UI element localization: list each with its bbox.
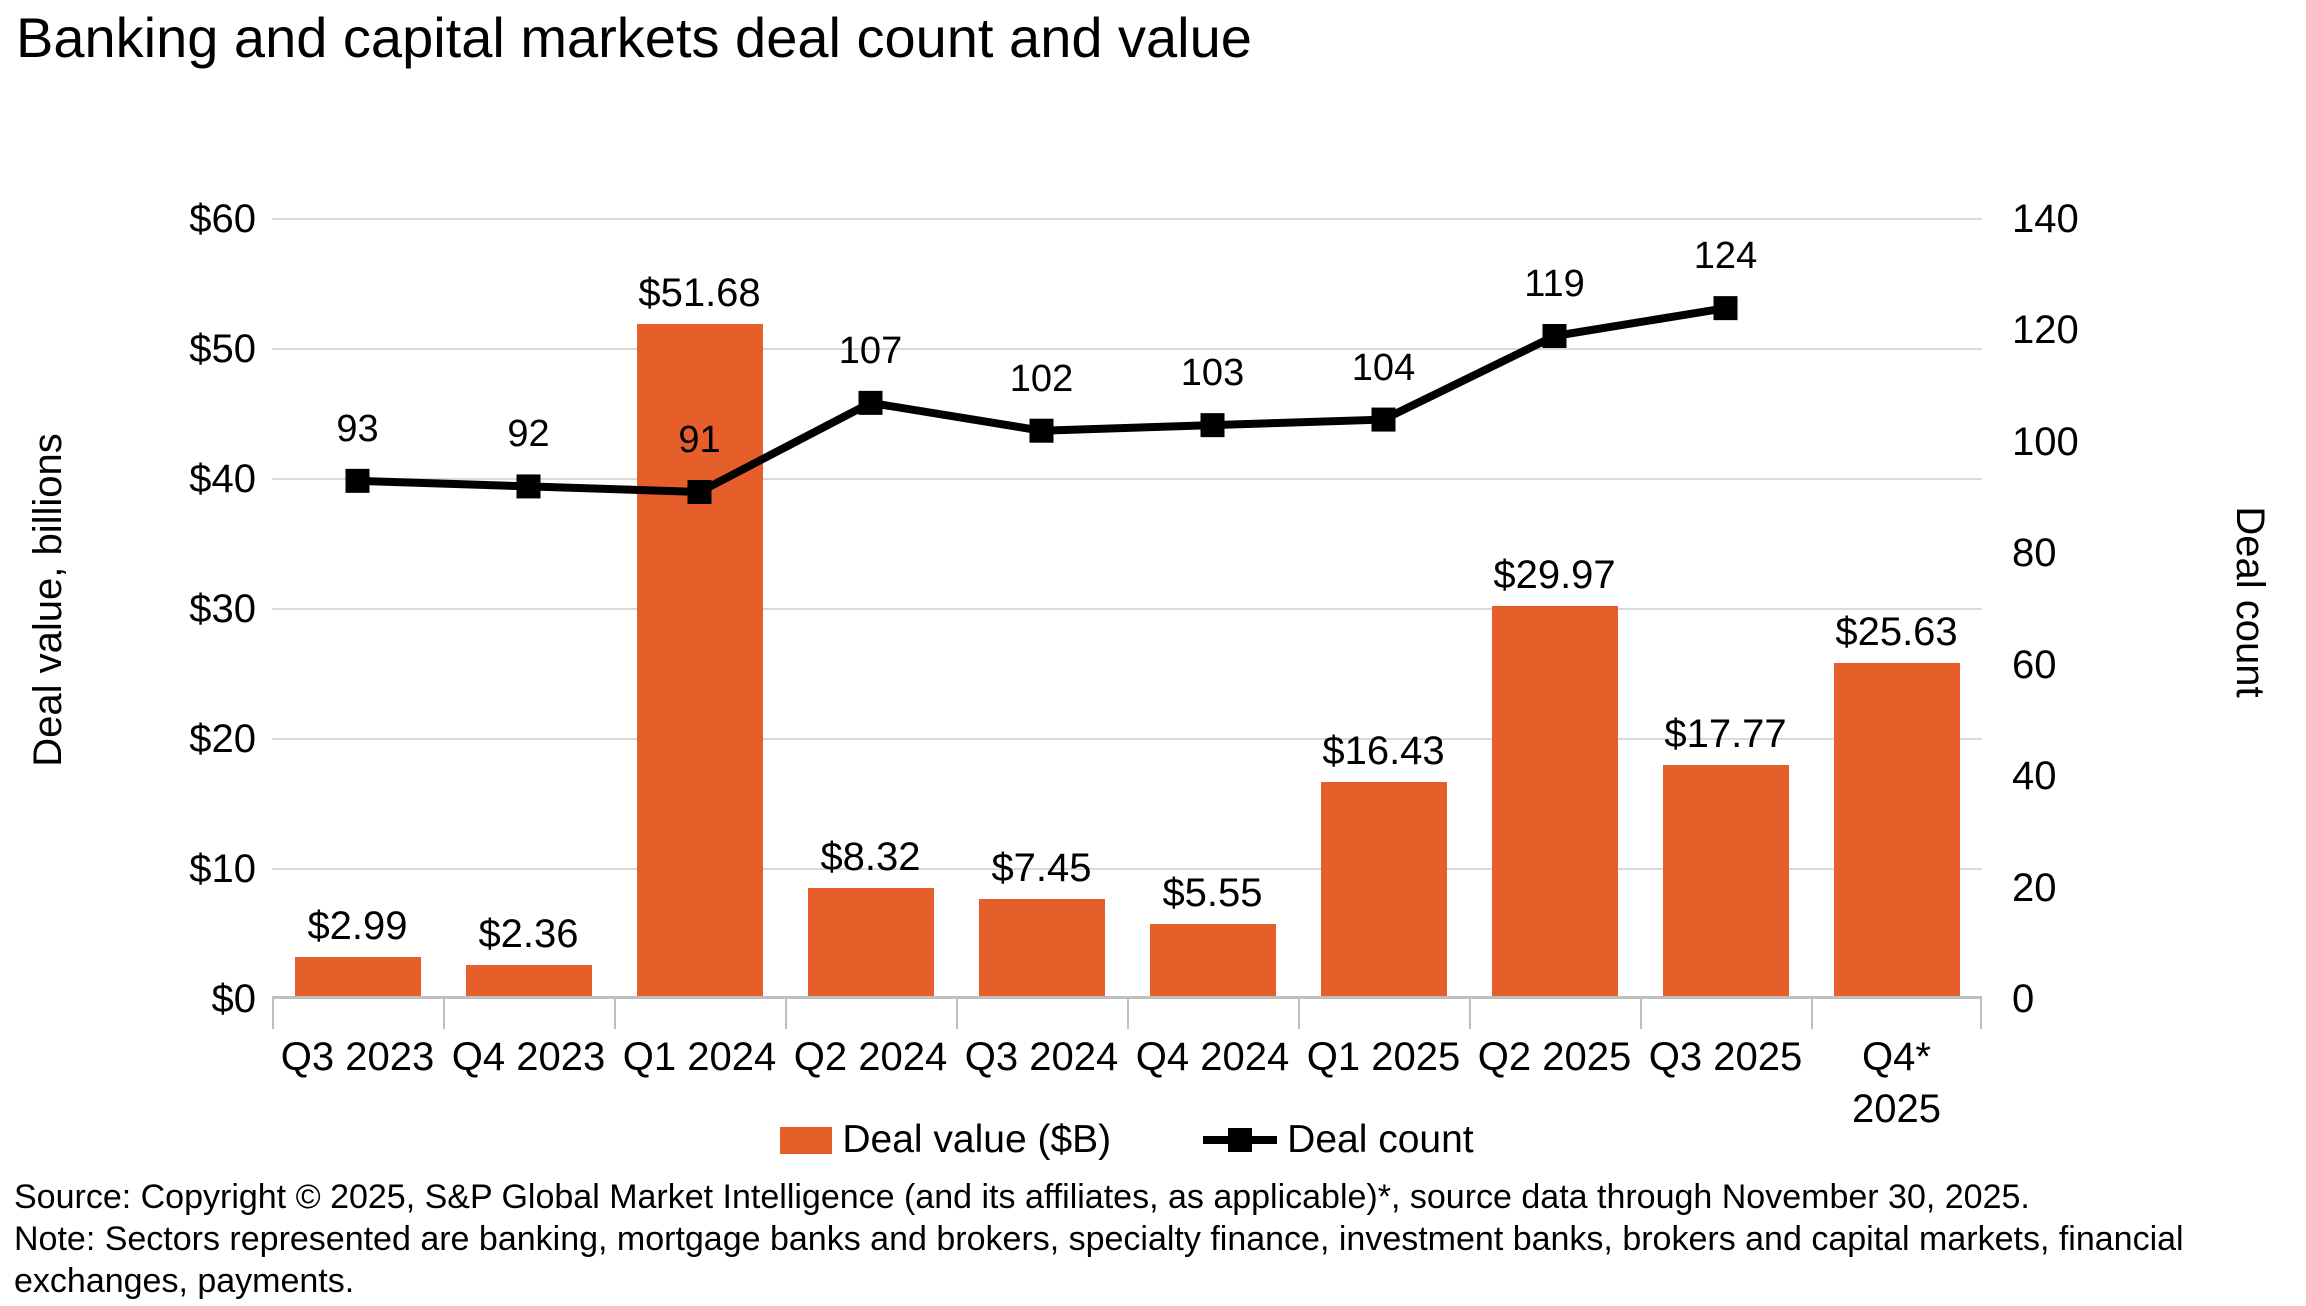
bar — [294, 957, 421, 996]
bar — [465, 965, 592, 996]
x-axis-label: Q2 2025 — [1477, 1035, 1632, 1079]
left-axis-tick-label: $10 — [189, 847, 256, 891]
bar-value-label: $5.55 — [1162, 870, 1263, 915]
x-axis-line — [272, 996, 1982, 999]
deal-count-marker — [516, 474, 541, 499]
x-axis-label: Q2 2024 — [793, 1035, 948, 1079]
deal-count-label: 104 — [1351, 346, 1416, 389]
bar — [1149, 923, 1276, 996]
deal-count-marker — [1713, 296, 1738, 321]
x-axis-label: Q3 2023 — [280, 1035, 435, 1079]
deal-count-line — [345, 296, 1738, 504]
right-axis-tick-label: 120 — [2012, 308, 2079, 353]
left-axis-tick-label: $30 — [189, 587, 256, 631]
right-axis-tick-label: 40 — [2012, 754, 2057, 799]
left-axis-tick-label: $20 — [189, 717, 256, 761]
source-text: Source: Copyright © 2025, S&P Global Mar… — [14, 1178, 2030, 1216]
deal-count-marker — [1200, 413, 1225, 438]
legend-square-marker — [1228, 1128, 1253, 1152]
right-axis-tick-label: 20 — [2012, 865, 2057, 910]
left-axis-tick-label: $50 — [189, 327, 256, 371]
bar-value-label: $16.43 — [1322, 729, 1445, 774]
deal-count-label: 92 — [507, 413, 550, 456]
legend-label-deal-count: Deal count — [1287, 1118, 1474, 1161]
bar — [636, 324, 763, 996]
bar-value-label: $17.77 — [1664, 711, 1787, 756]
deal-count-marker — [1371, 407, 1396, 432]
deal-count-marker — [345, 468, 370, 493]
bar-value-label: $51.68 — [638, 271, 761, 316]
deal-count-label: 124 — [1693, 235, 1758, 278]
gridline — [272, 478, 1982, 480]
legend-label-deal-value: Deal value ($B) — [842, 1118, 1112, 1161]
x-axis-tick — [1640, 999, 1642, 1029]
bar-value-label: $2.99 — [307, 904, 408, 949]
x-axis-label: Q1 2024 — [622, 1035, 777, 1079]
x-axis-label: Q3 2025 — [1648, 1035, 1803, 1079]
legend: Deal value ($B) Deal count — [272, 1112, 1982, 1168]
left-axis-tick-label: $40 — [189, 457, 256, 501]
x-axis-tick — [272, 999, 274, 1029]
right-axis-tick-label: 100 — [2012, 419, 2079, 464]
left-axis-tick-label: $0 — [211, 977, 257, 1021]
bar-value-label: $8.32 — [820, 834, 921, 879]
bar — [1320, 782, 1447, 996]
x-axis-label: Q3 2024 — [964, 1035, 1119, 1079]
gridline — [272, 868, 1982, 870]
x-axis-tick — [1127, 999, 1129, 1029]
bar-value-label: $25.63 — [1835, 609, 1958, 654]
right-axis-tick-label: 140 — [2012, 197, 2079, 241]
x-axis-tick — [1469, 999, 1471, 1029]
bar-value-label: $2.36 — [478, 912, 579, 957]
bar — [978, 899, 1105, 996]
bar — [1491, 606, 1618, 996]
gridline — [272, 608, 1982, 610]
deal-count-label: 91 — [678, 419, 721, 461]
deal-value-swatch-icon — [780, 1126, 833, 1154]
plot-area: $2.99 $2.36 $51.68 $8.32 $7.45 $5.55 $16.43 $29… — [272, 218, 1982, 1131]
deal-count-marker — [858, 390, 883, 415]
x-axis-label: Q4 2024 — [1135, 1035, 1290, 1079]
x-axis-label: Q1 2025 — [1306, 1035, 1461, 1079]
deal-count-label: 107 — [838, 329, 903, 372]
deal-count-marker — [687, 480, 712, 504]
legend-item-deal-value: Deal value ($B) — [780, 1118, 1111, 1162]
note-text: Note: Sectors represented are banking, m… — [14, 1220, 2184, 1300]
bar — [1833, 662, 1960, 996]
chart-title: Banking and capital markets deal count a… — [16, 6, 1252, 69]
x-axis-tick — [956, 999, 958, 1029]
x-axis-tick — [1298, 999, 1300, 1029]
right-axis-title: Deal count — [2228, 506, 2272, 698]
bar-value-label: $7.45 — [991, 846, 1092, 891]
deal-count-label: 119 — [1524, 263, 1585, 305]
x-axis-tick — [443, 999, 445, 1029]
footer: Source: Copyright © 2025, S&P Global Mar… — [14, 1176, 2298, 1302]
right-axis-tick-label: 0 — [2012, 977, 2035, 1021]
gridline — [272, 218, 1982, 220]
x-axis-tick — [1980, 999, 1982, 1029]
right-axis-tick-label: 60 — [2012, 642, 2057, 687]
x-axis-label: Q4* 2025 — [1852, 1035, 1941, 1131]
bar-value-label: $29.97 — [1493, 553, 1616, 598]
deal-count-label: 103 — [1180, 352, 1245, 395]
legend-item-deal-count: Deal count — [1203, 1118, 1474, 1162]
gridline — [272, 738, 1982, 740]
right-axis-tick-label: 80 — [2012, 531, 2057, 576]
deal-count-label: 102 — [1009, 357, 1074, 400]
bar — [807, 887, 934, 996]
x-axis-tick — [785, 999, 787, 1029]
deal-count-line-marker-icon — [1203, 1127, 1278, 1153]
x-axis-tick — [614, 999, 616, 1029]
x-axis-tick — [1811, 999, 1813, 1029]
bar — [1662, 765, 1789, 996]
deal-count-marker — [1029, 418, 1054, 443]
x-axis-label: Q4 2023 — [451, 1035, 606, 1079]
deal-count-label: 93 — [336, 407, 379, 450]
gridline — [272, 348, 1982, 350]
deal-count-marker — [1542, 324, 1567, 348]
left-axis-tick-label: $60 — [189, 197, 256, 241]
